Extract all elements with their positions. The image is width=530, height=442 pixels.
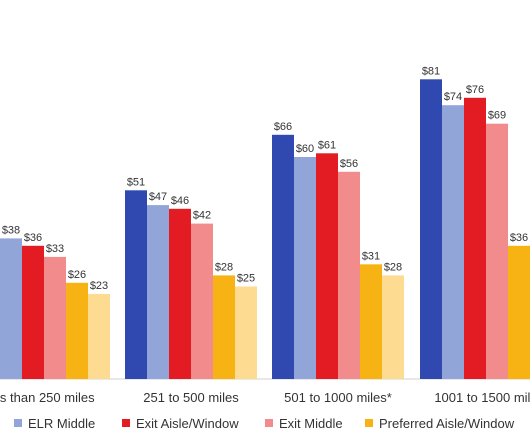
legend-swatch (14, 419, 22, 427)
data-label: $47 (149, 191, 167, 203)
legend-item-preferred-aisle-window: Preferred Aisle/Window (365, 416, 514, 431)
bar (508, 245, 530, 379)
legend-label: Preferred Aisle/Window (379, 416, 515, 431)
legend-swatch (265, 419, 273, 427)
value-labels-group: $38 $36 $33 $26 $23 $51 $47 $46 $42 $28 $25 $66 $60 $… (2, 65, 528, 292)
bar (338, 171, 360, 379)
bar (272, 134, 294, 379)
data-label: $36 (24, 232, 42, 244)
bar (22, 245, 44, 379)
bar (235, 286, 257, 379)
legend-item-exit-middle: Exit Middle (265, 416, 343, 431)
bar (0, 238, 22, 379)
data-label: $61 (318, 139, 336, 151)
data-label: $69 (488, 110, 506, 122)
bar (294, 157, 316, 379)
bar (88, 293, 110, 379)
legend-label: ELR Middle (28, 416, 96, 431)
data-label: $31 (362, 250, 380, 262)
bars-group (0, 79, 530, 380)
data-label: $42 (193, 210, 211, 222)
data-label: $28 (384, 261, 402, 273)
legend-label: Exit Middle (279, 416, 343, 431)
bar (44, 256, 66, 379)
data-label: $66 (274, 121, 292, 133)
bar (442, 105, 464, 379)
category-label: 251 to 500 miles (143, 390, 239, 405)
legend-swatch (122, 419, 130, 427)
bar (191, 223, 213, 379)
legend-swatch (365, 419, 373, 427)
bar (382, 275, 404, 379)
data-label: $38 (2, 224, 20, 236)
category-label: 501 to 1000 miles* (284, 390, 392, 405)
bar (316, 153, 338, 379)
data-label: $56 (340, 158, 358, 170)
bar (169, 208, 191, 379)
bar (213, 275, 235, 379)
bar (125, 190, 147, 379)
data-label: $36 (510, 232, 528, 244)
data-label: $33 (46, 243, 64, 255)
bar (420, 79, 442, 380)
data-label: $26 (68, 269, 86, 281)
legend-item-elr-middle: ELR Middle (14, 416, 95, 431)
data-label: $51 (127, 176, 145, 188)
legend-item-exit-aisle-window: Exit Aisle/Window (122, 416, 239, 431)
category-label: 1001 to 1500 mile (434, 390, 530, 405)
data-label: $76 (466, 84, 484, 96)
bar (464, 97, 486, 380)
data-label: $28 (215, 261, 233, 273)
bar (486, 123, 508, 379)
data-label: $74 (444, 91, 462, 103)
data-label: $23 (90, 280, 108, 292)
bar (147, 205, 169, 379)
category-labels-group: ss than 250 miles 251 to 500 miles 501 to … (0, 390, 530, 405)
category-label: ss than 250 miles (0, 390, 95, 405)
data-label: $81 (422, 65, 440, 77)
bar (66, 282, 88, 379)
legend-label: Exit Aisle/Window (136, 416, 239, 431)
data-label: $25 (237, 273, 255, 285)
legend: ELR Middle Exit Aisle/Window Exit Middle… (0, 414, 530, 434)
data-label: $60 (296, 143, 314, 155)
bar (360, 264, 382, 379)
data-label: $46 (171, 195, 189, 207)
